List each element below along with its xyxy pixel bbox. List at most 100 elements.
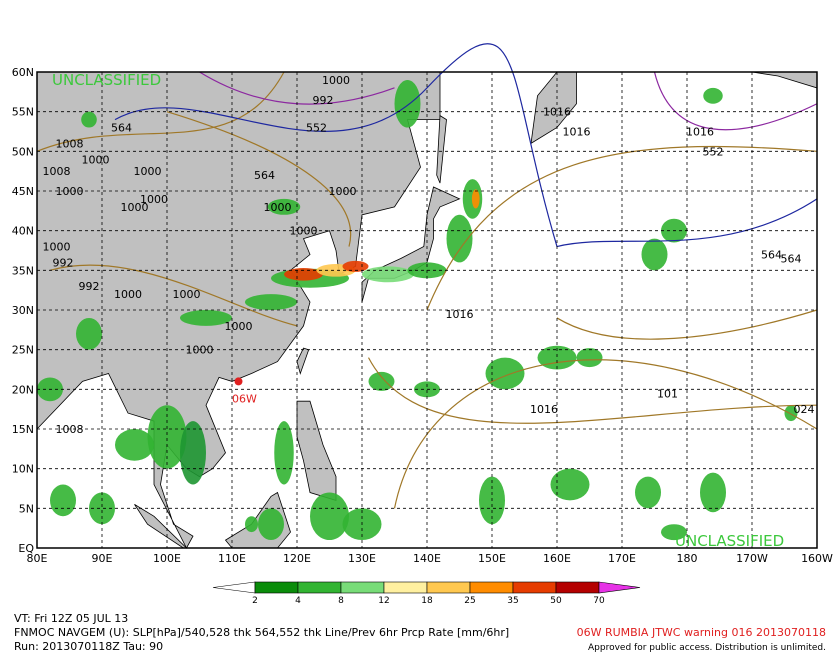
lat-label: 50N — [12, 145, 34, 158]
colorbar-bin — [254, 581, 299, 594]
colorbar-label: 18 — [421, 596, 433, 606]
contour-label: 1016 — [446, 308, 474, 321]
precip-area — [89, 492, 115, 525]
lon-label: 80E — [27, 552, 48, 565]
lon-label: 160W — [801, 552, 833, 565]
colorbar-label: 12 — [378, 596, 389, 606]
lat-label: EQ — [18, 542, 34, 555]
contour-label: 101 — [657, 387, 678, 400]
colorbar-end — [212, 581, 256, 594]
contour-line — [367, 357, 818, 424]
colorbar-label: 4 — [295, 596, 301, 606]
precip-area — [446, 214, 473, 263]
map-frame — [36, 71, 818, 549]
contour-label: 1016 — [543, 106, 571, 119]
lon-label: 150E — [478, 552, 506, 565]
precip-area — [485, 357, 525, 390]
lat-label: 35N — [12, 264, 34, 277]
lon-label: 120E — [283, 552, 311, 565]
precip-area — [147, 405, 187, 469]
precip-area — [245, 294, 297, 310]
warning: 06W RUMBIA JTWC warning 016 2013070118 — [577, 626, 826, 639]
contours: 1000 992 1008 1000 1000 1008 1000 1000 1000 1000 1… — [36, 43, 818, 509]
valid-time: VT: Fri 12Z 05 JUL 13 — [14, 612, 128, 625]
contour-label: 024 — [794, 403, 815, 416]
precip-area — [576, 348, 603, 368]
contour-label: 1016 — [563, 126, 591, 139]
contour-label: 1000 — [264, 201, 292, 214]
colorbar-bin — [512, 581, 557, 594]
contour-label: 564 — [781, 252, 802, 265]
colorbar-bin — [426, 581, 471, 594]
contour-label: 1000 — [121, 201, 149, 214]
lon-label: 170E — [608, 552, 636, 565]
landmass — [436, 114, 447, 184]
colorbar-bin — [340, 581, 385, 594]
contour-label: 1016 — [530, 403, 558, 416]
precip-area — [267, 198, 301, 215]
contour-label: 1000 — [225, 320, 253, 333]
contour-label: 564 — [254, 169, 275, 182]
precip-area — [115, 429, 154, 461]
contour-label: 552 — [306, 122, 327, 135]
precip-area — [81, 111, 97, 128]
contour-label: 1000 — [329, 185, 357, 198]
contour-label: 1016 — [686, 126, 714, 139]
contour-line — [393, 359, 818, 509]
lon-label: 170W — [736, 552, 768, 565]
contour-label: 552 — [703, 145, 724, 158]
precip-area — [274, 421, 294, 485]
precip-area — [394, 79, 421, 128]
classification: UNCLASSIFIED — [675, 532, 784, 550]
contour-line — [114, 43, 818, 248]
lat-label: 40N — [12, 225, 34, 238]
contour-label: 564 — [761, 248, 782, 261]
precip-area — [180, 421, 206, 485]
precip-area — [258, 508, 284, 541]
precip-area — [284, 267, 323, 281]
lon-label: 160E — [543, 552, 571, 565]
contour-label: 1000 — [322, 74, 350, 87]
contour-line — [36, 71, 285, 152]
run-info: Run: 2013070118Z Tau: 90 — [14, 640, 163, 653]
colorbar-end — [598, 581, 641, 594]
lon-label: 130E — [348, 552, 376, 565]
precip-area — [703, 87, 723, 104]
contour-line — [556, 309, 818, 340]
contour-label: 992 — [79, 280, 100, 293]
lat-label: 5N — [19, 502, 34, 515]
colorbar-label: 70 — [593, 596, 605, 606]
lat-label: 45N — [12, 185, 34, 198]
contour-label: 1000 — [290, 225, 318, 238]
grid: 80E 90E 100E 110E 120E 130E 140E 150E 160E 170E 18… — [12, 66, 833, 565]
contour-label: 1000 — [82, 153, 110, 166]
colorbar-bin — [555, 581, 600, 594]
colorbar-label: 8 — [338, 596, 344, 606]
contour-label: 1008 — [56, 423, 84, 436]
contour-label: 1000 — [56, 185, 84, 198]
contour-label: 1008 — [56, 137, 84, 150]
colorbar-label: 2 — [252, 596, 258, 606]
precip-area — [700, 472, 726, 513]
lat-label: 10N — [12, 463, 34, 476]
lon-label: 180 — [677, 552, 698, 565]
precip-area — [635, 476, 661, 509]
lat-label: 30N — [12, 304, 34, 317]
colorbar-label: 50 — [550, 596, 562, 606]
precipitation — [37, 79, 798, 541]
precip-area — [76, 317, 102, 350]
colorbar-bin — [469, 581, 514, 594]
lon-label: 100E — [153, 552, 181, 565]
landmass — [296, 347, 310, 375]
precip-area — [245, 516, 258, 533]
contour-label: 1008 — [43, 165, 71, 178]
precip-area — [661, 524, 687, 541]
contour-label: 1000 — [134, 165, 162, 178]
lat-label: 15N — [12, 423, 34, 436]
colorbar: 2 4 8 12 18 25 35 50 70 — [212, 581, 641, 606]
precip-area — [641, 238, 668, 271]
contour-line — [426, 145, 818, 311]
precip-area — [362, 266, 414, 283]
precip-area — [550, 468, 590, 501]
